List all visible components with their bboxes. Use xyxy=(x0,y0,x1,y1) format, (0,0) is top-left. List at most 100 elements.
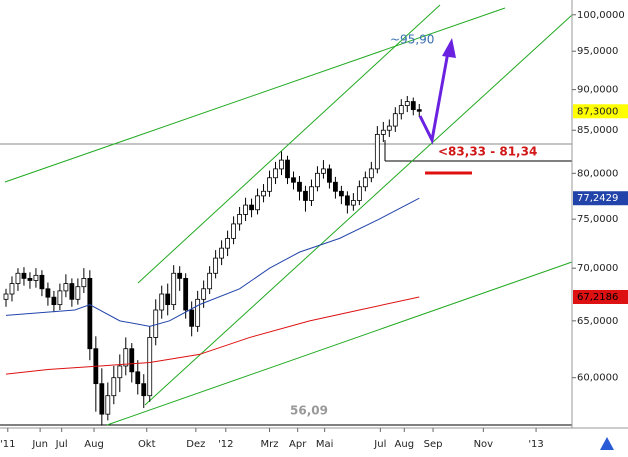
candle-body xyxy=(273,168,278,179)
candle-body xyxy=(368,168,374,179)
x-tick-label: Mrz xyxy=(261,439,279,450)
candle-body xyxy=(99,383,105,415)
plot xyxy=(3,95,422,426)
candle-body xyxy=(219,247,225,259)
candle-body xyxy=(183,278,189,311)
candle-body xyxy=(356,186,362,201)
y-tick-label: 60,0000 xyxy=(577,373,618,384)
candle-body xyxy=(141,383,147,397)
candle-body xyxy=(339,190,344,197)
candle-body xyxy=(39,274,45,290)
candle-body xyxy=(237,214,242,225)
y-tick-label: 100,0000 xyxy=(577,10,625,21)
candle-body xyxy=(380,129,386,135)
moving-average xyxy=(5,197,420,327)
last-value-label: 77,2429 xyxy=(577,193,618,204)
candle-body xyxy=(410,101,416,111)
candle-body xyxy=(416,109,422,112)
candle-body xyxy=(81,278,87,288)
y-tick-label: 70,0000 xyxy=(577,263,618,274)
candle-body xyxy=(267,177,272,192)
candle-body xyxy=(129,348,135,373)
candle-body xyxy=(231,223,236,239)
candle-body xyxy=(404,101,410,106)
candle-body xyxy=(213,257,219,274)
candle-body xyxy=(117,365,123,379)
last-value-box xyxy=(573,191,628,206)
x-tick-label: Okt xyxy=(138,439,156,450)
candle-body xyxy=(315,172,320,188)
x-tick-label: Jun xyxy=(31,439,48,450)
candle-body xyxy=(303,190,308,201)
candle-body xyxy=(3,293,9,300)
candle-body xyxy=(189,309,195,327)
candle-body xyxy=(45,288,51,298)
candle-body xyxy=(285,159,290,179)
candle-body xyxy=(392,113,398,127)
y-tick-label: 75,0000 xyxy=(577,214,618,225)
candle-body xyxy=(309,186,314,201)
candle-body xyxy=(135,371,141,385)
candle-body xyxy=(297,181,302,192)
candle-body xyxy=(27,278,33,281)
arrow-head xyxy=(442,38,456,58)
candle-body xyxy=(51,296,57,306)
candle-body xyxy=(225,237,231,249)
candle-body xyxy=(195,298,201,327)
arrow xyxy=(418,38,456,145)
candle-body xyxy=(105,395,111,415)
candle-body xyxy=(177,272,183,279)
candle-body xyxy=(21,272,27,279)
candle-body xyxy=(207,272,213,290)
candle-body xyxy=(279,159,284,170)
candle-body xyxy=(75,286,81,300)
candle-body xyxy=(159,293,165,311)
y-tick-label: 90,0000 xyxy=(577,85,618,96)
candle-body xyxy=(171,272,177,306)
x-tick-label: '12 xyxy=(218,439,233,450)
x-tick-label: Nov xyxy=(474,439,494,450)
candle-body xyxy=(249,204,254,211)
last-value-box xyxy=(573,289,628,304)
x-tick-label: Dez xyxy=(186,439,205,450)
y-tick-label: 80,0000 xyxy=(577,168,618,179)
candle-body xyxy=(15,272,21,284)
candle-body xyxy=(243,204,248,215)
x-tick-label: Jul xyxy=(55,439,68,450)
candle-body xyxy=(327,168,332,183)
candle-body xyxy=(201,288,207,300)
candle-body xyxy=(57,290,63,306)
y-tick-label: 85,0000 xyxy=(577,125,618,136)
x-tick-label: Jul xyxy=(373,439,386,450)
y-tick-label: 95,0000 xyxy=(577,46,618,57)
candle-body xyxy=(398,105,404,115)
candle-body xyxy=(333,181,338,192)
candle-body xyxy=(87,278,93,350)
candle-body xyxy=(344,195,350,206)
annotation: 56,09 xyxy=(290,404,328,418)
annotation: ~95,90 xyxy=(390,33,434,47)
x-tick-label: Aug xyxy=(84,439,104,450)
trend-line xyxy=(144,14,573,406)
candle-body xyxy=(123,348,129,367)
last-value-box xyxy=(573,104,628,119)
candle-body xyxy=(33,274,39,281)
candle-body xyxy=(9,283,15,295)
x-tick-label: '11 xyxy=(0,439,15,450)
trend-line xyxy=(137,4,441,284)
layout-lines xyxy=(0,4,573,426)
moving-average xyxy=(5,296,420,375)
axes: 100,0000 95,0000 90,0000 85,0000 80,0000 75,0… xyxy=(0,10,628,450)
trend-line xyxy=(106,261,573,426)
candle-body xyxy=(374,134,380,170)
candle-body xyxy=(261,190,266,197)
candle-body xyxy=(111,377,117,397)
candle-body xyxy=(291,177,296,183)
x-tick-label: Sep xyxy=(424,439,443,450)
last-value-label: 87,3000 xyxy=(577,106,618,117)
annotation: <83,33 - 81,34 xyxy=(438,145,537,159)
toolbar-icon[interactable] xyxy=(600,437,614,450)
candle-body xyxy=(255,195,260,211)
